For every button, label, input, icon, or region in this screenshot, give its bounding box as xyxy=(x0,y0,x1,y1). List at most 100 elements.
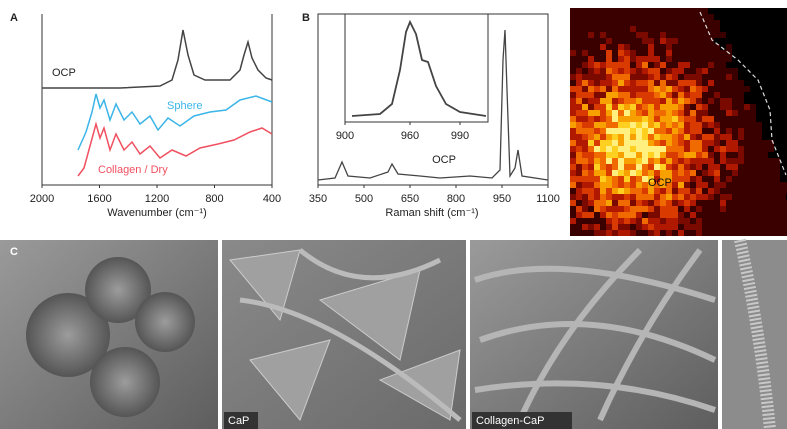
map-cell xyxy=(726,122,732,128)
map-cell xyxy=(618,224,624,230)
map-cell xyxy=(588,110,594,116)
map-cell xyxy=(696,164,702,170)
map-cell xyxy=(666,104,672,110)
map-cell xyxy=(600,74,606,80)
map-cell xyxy=(612,104,618,110)
map-cell xyxy=(618,158,624,164)
map-cell xyxy=(588,74,594,80)
map-cell xyxy=(618,212,624,218)
map-cell xyxy=(588,128,594,134)
map-cell xyxy=(774,194,780,200)
map-cell xyxy=(660,164,666,170)
map-cell xyxy=(576,56,582,62)
map-cell xyxy=(660,38,666,44)
map-cell xyxy=(582,14,588,20)
map-cell xyxy=(588,194,594,200)
map-cell xyxy=(576,62,582,68)
map-cell xyxy=(642,92,648,98)
map-cell xyxy=(672,212,678,218)
map-cell xyxy=(576,164,582,170)
map-cell xyxy=(780,218,786,224)
map-cell xyxy=(708,62,714,68)
map-cell xyxy=(618,44,624,50)
map-cell xyxy=(756,200,762,206)
map-cell xyxy=(672,56,678,62)
map-cell xyxy=(660,158,666,164)
map-cell xyxy=(570,50,576,56)
map-cell xyxy=(582,74,588,80)
map-cell xyxy=(738,206,744,212)
map-cell xyxy=(732,212,738,218)
map-cell xyxy=(672,20,678,26)
map-cell xyxy=(714,122,720,128)
map-cell xyxy=(636,230,642,236)
map-cell xyxy=(696,104,702,110)
map-cell xyxy=(654,194,660,200)
map-cell xyxy=(636,74,642,80)
map-cell xyxy=(702,128,708,134)
map-cell xyxy=(750,200,756,206)
tick-label: 650 xyxy=(401,193,419,205)
tick-label: 1200 xyxy=(145,193,169,205)
map-cell xyxy=(630,158,636,164)
map-cell xyxy=(678,152,684,158)
map-cell xyxy=(600,140,606,146)
map-cell xyxy=(720,110,726,116)
map-cell xyxy=(684,98,690,104)
map-cell xyxy=(606,26,612,32)
map-cell xyxy=(588,212,594,218)
map-cell xyxy=(570,134,576,140)
map-cell xyxy=(714,116,720,122)
map-cell xyxy=(750,158,756,164)
map-cell xyxy=(744,230,750,236)
map-cell xyxy=(750,170,756,176)
map-cell xyxy=(588,38,594,44)
map-cell xyxy=(696,188,702,194)
tick-label: 1600 xyxy=(87,193,111,205)
map-cell xyxy=(720,182,726,188)
map-cell xyxy=(600,224,606,230)
map-cell xyxy=(726,164,732,170)
map-cell xyxy=(648,152,654,158)
map-cell xyxy=(654,224,660,230)
map-cell xyxy=(732,218,738,224)
map-cell xyxy=(576,194,582,200)
map-cell xyxy=(618,134,624,140)
map-cell xyxy=(636,50,642,56)
map-cell xyxy=(636,140,642,146)
map-cell xyxy=(768,188,774,194)
map-cell xyxy=(666,218,672,224)
map-cell xyxy=(690,8,696,14)
map-cell xyxy=(708,164,714,170)
map-cell xyxy=(582,164,588,170)
map-cell xyxy=(654,86,660,92)
map-cell xyxy=(678,218,684,224)
tick-label: 1100 xyxy=(536,193,560,205)
map-cell xyxy=(570,116,576,122)
map-cell xyxy=(642,110,648,116)
map-cell xyxy=(618,38,624,44)
map-cell xyxy=(630,86,636,92)
map-cell xyxy=(636,152,642,158)
map-cell xyxy=(720,188,726,194)
map-cell xyxy=(588,14,594,20)
map-cell xyxy=(606,200,612,206)
map-cell xyxy=(696,206,702,212)
map-cell xyxy=(666,122,672,128)
map-cell xyxy=(726,200,732,206)
map-cell xyxy=(612,134,618,140)
map-cell xyxy=(606,164,612,170)
map-cell xyxy=(600,152,606,158)
particle xyxy=(90,347,160,417)
map-cell xyxy=(612,74,618,80)
map-cell xyxy=(750,206,756,212)
map-cell xyxy=(612,56,618,62)
map-cell xyxy=(774,200,780,206)
map-cell xyxy=(588,86,594,92)
map-cell xyxy=(654,152,660,158)
map-cell xyxy=(642,104,648,110)
map-cell xyxy=(624,200,630,206)
map-cell xyxy=(690,38,696,44)
map-cell xyxy=(630,98,636,104)
map-cell xyxy=(762,218,768,224)
